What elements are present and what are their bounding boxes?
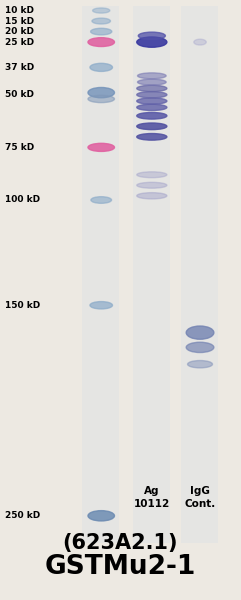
Ellipse shape xyxy=(137,98,167,104)
Ellipse shape xyxy=(137,92,167,98)
Ellipse shape xyxy=(88,38,114,47)
Text: 150 kD: 150 kD xyxy=(5,301,40,310)
Text: 25 kD: 25 kD xyxy=(5,38,34,47)
Text: 250 kD: 250 kD xyxy=(5,511,40,520)
Text: 75 kD: 75 kD xyxy=(5,143,34,152)
Text: 50 kD: 50 kD xyxy=(5,90,34,99)
Ellipse shape xyxy=(137,182,167,188)
Ellipse shape xyxy=(92,18,110,24)
FancyBboxPatch shape xyxy=(181,7,218,543)
Text: (623A2.1): (623A2.1) xyxy=(63,533,178,553)
Ellipse shape xyxy=(138,79,166,85)
Ellipse shape xyxy=(137,85,167,92)
Text: 15 kD: 15 kD xyxy=(5,17,34,26)
Ellipse shape xyxy=(88,143,114,151)
Ellipse shape xyxy=(137,123,167,130)
Ellipse shape xyxy=(186,342,214,353)
Ellipse shape xyxy=(137,172,167,178)
Ellipse shape xyxy=(137,134,167,140)
Ellipse shape xyxy=(93,8,110,13)
Ellipse shape xyxy=(138,73,166,79)
FancyBboxPatch shape xyxy=(133,7,170,543)
Text: GSTMu2-1: GSTMu2-1 xyxy=(45,554,196,580)
Ellipse shape xyxy=(194,39,206,45)
Text: Ag
10112: Ag 10112 xyxy=(134,487,170,509)
Ellipse shape xyxy=(91,197,112,203)
Ellipse shape xyxy=(137,37,167,47)
Ellipse shape xyxy=(90,64,113,71)
Ellipse shape xyxy=(137,104,167,110)
Ellipse shape xyxy=(138,32,165,40)
Ellipse shape xyxy=(88,511,114,521)
Ellipse shape xyxy=(88,88,114,98)
Ellipse shape xyxy=(187,361,213,368)
FancyBboxPatch shape xyxy=(82,7,119,543)
Text: IgG
Cont.: IgG Cont. xyxy=(184,487,216,509)
Ellipse shape xyxy=(137,112,167,119)
Ellipse shape xyxy=(186,326,214,339)
Ellipse shape xyxy=(90,302,113,309)
Ellipse shape xyxy=(91,28,112,35)
Ellipse shape xyxy=(137,193,167,199)
Text: 10 kD: 10 kD xyxy=(5,6,34,15)
Text: 37 kD: 37 kD xyxy=(5,63,34,72)
Text: 20 kD: 20 kD xyxy=(5,27,34,36)
Text: 100 kD: 100 kD xyxy=(5,196,40,205)
Ellipse shape xyxy=(88,95,114,103)
